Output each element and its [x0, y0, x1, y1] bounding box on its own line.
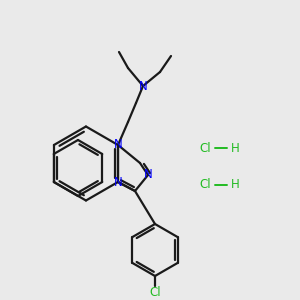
Text: H: H	[231, 142, 239, 154]
Text: Cl: Cl	[199, 178, 211, 191]
Text: N: N	[139, 80, 147, 92]
Text: N: N	[144, 169, 152, 182]
Text: H: H	[231, 178, 239, 191]
Text: Cl: Cl	[149, 286, 161, 299]
Text: N: N	[114, 176, 122, 188]
Text: N: N	[114, 139, 122, 152]
Text: Cl: Cl	[199, 142, 211, 154]
